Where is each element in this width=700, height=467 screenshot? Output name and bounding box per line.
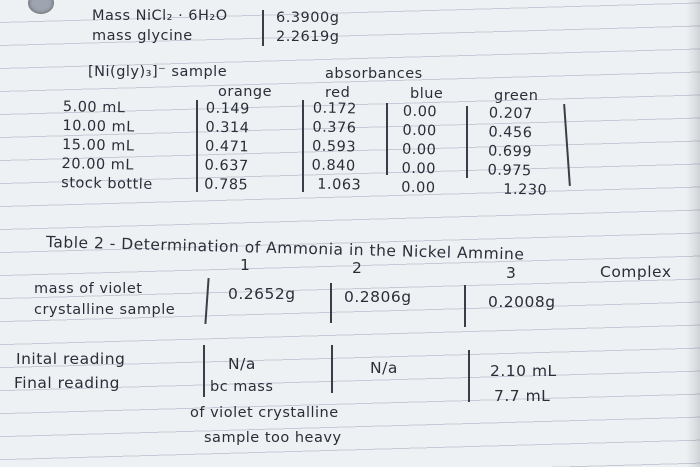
cell-blue: 0.00: [401, 141, 437, 159]
cell-red: 0.593: [311, 138, 357, 156]
table1-divider: [196, 100, 198, 192]
table2-title-continued: Complex: [600, 263, 672, 281]
mass-trial-3: 0.2008g: [488, 293, 556, 311]
header-divider: [262, 10, 264, 46]
row-label: stock bottle: [61, 175, 153, 193]
row-label: 20.00 mL: [61, 156, 135, 174]
cell-green: 0.456: [488, 124, 533, 142]
column-header-blue: blue: [410, 86, 444, 102]
trial-1-reading: N/a: [228, 355, 256, 373]
cell-orange: 0.637: [204, 157, 249, 175]
note-line-3: sample too heavy: [204, 430, 342, 446]
table2-divider: [330, 283, 332, 323]
cell-blue: 0.00: [401, 160, 437, 178]
cell-orange: 0.149: [205, 100, 251, 118]
table1-sample-label: [Ni(gly)₃]⁻ sample: [88, 64, 228, 80]
mass-nicl2-label: Mass NiCl₂ · 6H₂O: [92, 8, 228, 24]
row-label: 15.00 mL: [61, 137, 135, 155]
trial-number-2: 2: [352, 259, 363, 277]
trial-3-initial: 2.10 mL: [490, 362, 557, 380]
absorbances-label: absorbances: [325, 66, 423, 82]
cell-green: 0.975: [487, 162, 532, 180]
cell-orange: 0.471: [204, 138, 250, 156]
column-header-green: green: [494, 88, 539, 104]
note-line-2: of violet crystalline: [190, 405, 339, 421]
table2-divider: [204, 278, 210, 324]
column-header-red: red: [325, 85, 351, 101]
cell-red: 0.840: [311, 157, 356, 175]
trial-3-final: 7.7 mL: [494, 387, 551, 405]
page-shadow: [686, 0, 700, 467]
table1-divider: [466, 106, 468, 178]
cell-green: 0.699: [487, 143, 533, 161]
cell-green: 1.230: [503, 181, 548, 199]
green-column: 0.207 0.456 0.699 0.975 1.230: [487, 105, 549, 201]
mass-trial-2: 0.2806g: [344, 288, 412, 306]
table1-divider: [563, 104, 571, 186]
column-header-orange: orange: [218, 84, 273, 100]
cell-red: 1.063: [317, 176, 362, 194]
mass-trial-1: 0.2652g: [228, 285, 296, 303]
table2-divider: [331, 345, 333, 393]
table2-divider: [468, 350, 470, 402]
red-column: 0.172 0.376 0.593 0.840 1.063: [311, 100, 363, 196]
cell-green: 0.207: [488, 105, 534, 123]
cell-red: 0.172: [312, 100, 358, 118]
table2-divider: [203, 345, 205, 397]
cell-orange: 0.785: [204, 176, 249, 194]
mass-violet-label: mass of violet: [34, 281, 143, 297]
cell-red: 0.376: [312, 119, 357, 137]
note-line-1: bc mass: [210, 379, 274, 395]
table2-divider: [464, 285, 466, 327]
cell-blue: 0.00: [402, 122, 437, 140]
trial-number-1: 1: [240, 256, 251, 274]
initial-reading-label: Inital reading: [16, 350, 126, 368]
cell-blue: 0.00: [402, 103, 438, 121]
mass-glycine-label: mass glycine: [92, 28, 193, 44]
row-label: 10.00 mL: [62, 118, 135, 136]
binder-hole: [28, 0, 54, 14]
final-reading-label: Final reading: [14, 374, 121, 392]
mass-violet-label-continued: crystalline sample: [34, 302, 176, 318]
table1-divider: [302, 100, 304, 192]
mass-nicl2-value: 6.3900g: [276, 10, 340, 26]
trial-2-reading: N/a: [370, 359, 398, 377]
table2-title: Table 2 - Determination of Ammonia in th…: [45, 233, 525, 264]
cell-blue: 0.00: [401, 179, 436, 197]
blue-column: 0.00 0.00 0.00 0.00 0.00: [401, 104, 437, 200]
row-label: 5.00 mL: [62, 99, 126, 117]
mass-glycine-value: 2.2619g: [276, 29, 340, 45]
row-labels-column: 5.00 mL 10.00 mL 15.00 mL 20.00 mL stock…: [61, 99, 154, 196]
trial-number-3: 3: [506, 264, 517, 282]
orange-column: 0.149 0.314 0.471 0.637 0.785: [204, 101, 250, 197]
cell-orange: 0.314: [205, 119, 250, 137]
table1-divider: [386, 103, 388, 175]
